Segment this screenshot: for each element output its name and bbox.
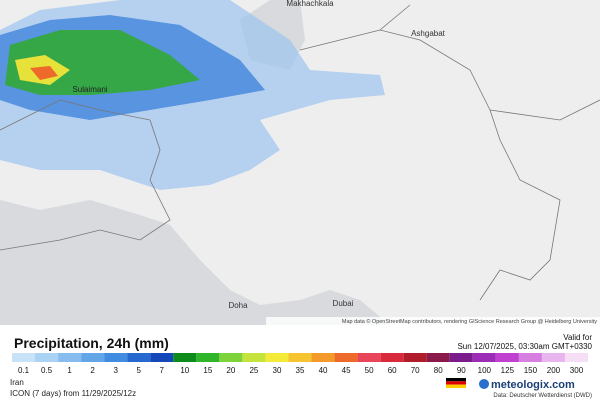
legend-label: 100	[478, 366, 492, 375]
legend-label: 300	[570, 366, 584, 375]
legend-swatch	[104, 353, 128, 362]
legend-swatch	[472, 353, 496, 362]
legend-swatch	[35, 353, 59, 362]
sea	[0, 200, 390, 325]
flag-stripe	[446, 378, 466, 382]
flag-stripe	[446, 384, 466, 388]
valid-time: Sun 12/07/2025, 03:30am GMT+0330	[457, 342, 592, 351]
legend-label: 200	[547, 366, 561, 375]
legend-swatch	[219, 353, 243, 362]
legend-label: 60	[388, 366, 397, 375]
legend-label: 0.5	[41, 366, 53, 375]
legend-swatch	[403, 353, 427, 362]
legend-swatch	[380, 353, 404, 362]
brand-logo	[479, 379, 489, 389]
legend-label: 20	[226, 366, 235, 375]
legend-label: 10	[180, 366, 189, 375]
legend-swatch	[564, 353, 588, 362]
legend-label: 90	[457, 366, 466, 375]
legend-label: 25	[249, 366, 258, 375]
valid-label: Valid for	[563, 333, 592, 342]
legend-swatch	[58, 353, 82, 362]
legend-label: 150	[524, 366, 538, 375]
legend-swatch	[127, 353, 151, 362]
legend-swatch	[449, 353, 473, 362]
legend-label: 2	[90, 366, 95, 375]
legend-swatch	[265, 353, 289, 362]
legend-swatch	[518, 353, 542, 362]
legend: Precipitation, 24h (mm) Valid for Sun 12…	[12, 333, 593, 375]
legend-swatch	[196, 353, 220, 362]
footer: Iran ICON (7 days) from 11/29/2025/12z m…	[10, 378, 592, 399]
legend-swatch	[242, 353, 266, 362]
legend-label: 15	[203, 366, 212, 375]
city-label: Ashgabat	[411, 29, 446, 38]
city-label: Sulaimani	[72, 85, 107, 94]
precip-max	[30, 66, 58, 80]
legend-swatch	[12, 353, 36, 362]
attribution: Map data © OpenStreetMap contributors, r…	[342, 318, 597, 325]
legend-label: 7	[160, 366, 165, 375]
flag-stripe	[446, 381, 466, 385]
city-label: Doha	[228, 301, 248, 310]
legend-swatch	[357, 353, 381, 362]
map: Makhachkala Ashgabat Sulaimani Doha Duba…	[0, 0, 600, 325]
model-run: ICON (7 days) from 11/29/2025/12z	[10, 389, 136, 398]
data-source: Data: Deutscher Wetterdienst (DWD)	[493, 393, 592, 399]
legend-swatch	[173, 353, 197, 362]
attribution-bg	[266, 317, 600, 325]
legend-label: 3	[113, 366, 118, 375]
legend-label: 70	[411, 366, 420, 375]
legend-swatch	[81, 353, 105, 362]
legend-label: 40	[319, 366, 328, 375]
legend-label: 0.1	[18, 366, 30, 375]
city-label: Makhachkala	[286, 0, 334, 8]
legend-label: 5	[136, 366, 141, 375]
legend-label: 1	[67, 366, 72, 375]
legend-swatch	[288, 353, 312, 362]
legend-title: Precipitation, 24h (mm)	[14, 335, 169, 351]
legend-label: 125	[501, 366, 515, 375]
legend-swatch	[150, 353, 174, 362]
city-label: Dubai	[333, 299, 354, 308]
legend-label: 30	[273, 366, 282, 375]
legend-label: 80	[434, 366, 443, 375]
brand[interactable]: meteologix.com	[491, 379, 575, 391]
legend-swatch	[495, 353, 519, 362]
legend-label: 50	[365, 366, 374, 375]
legend-swatch	[334, 353, 358, 362]
legend-swatch	[426, 353, 450, 362]
region: Iran	[10, 378, 24, 387]
legend-label: 35	[296, 366, 305, 375]
legend-swatch	[311, 353, 335, 362]
legend-label: 45	[342, 366, 351, 375]
borders	[0, 4, 600, 301]
legend-swatch	[541, 353, 565, 362]
